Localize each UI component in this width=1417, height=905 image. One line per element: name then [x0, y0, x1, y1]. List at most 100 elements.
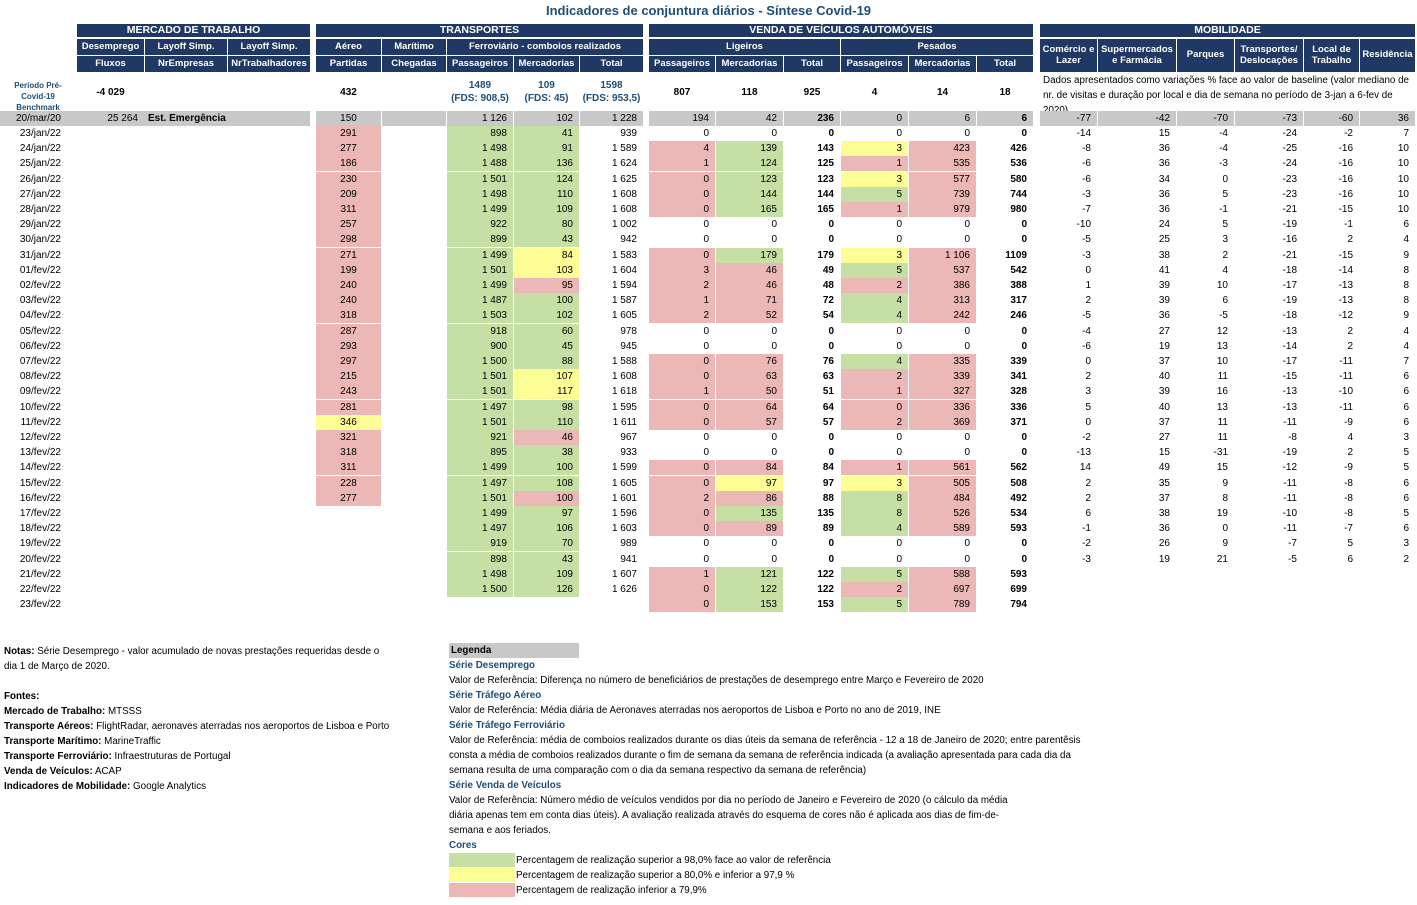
- emergency-mob-4: -73: [1235, 111, 1303, 126]
- benchmark-lig-merc: 118: [741, 86, 758, 98]
- cell-lig-passageiros: 0: [649, 354, 715, 369]
- legend-item-text: Valor de Referência: Média diária de Aer…: [449, 705, 941, 716]
- cell-fer-passageiros: 1 500: [447, 582, 513, 597]
- cell-mobility-6: 6: [1403, 492, 1409, 504]
- cell-lig-total: 122: [817, 568, 834, 580]
- cell-fer-mercadorias: 126: [514, 582, 579, 597]
- source-key: Transporte Aéreos:: [4, 721, 94, 732]
- cell-mobility-6: 7: [1403, 128, 1409, 139]
- cell-mobility-1: 0: [1085, 416, 1091, 428]
- cell-mobility-6: 9: [1403, 310, 1409, 322]
- legend-color-row: Percentagem de realização superior a 98,…: [449, 853, 1109, 868]
- cell-mobility-5: 2: [1347, 340, 1353, 352]
- cell-pes-total: 542: [1010, 264, 1027, 276]
- cell-pes-total: 328: [1010, 386, 1027, 398]
- cell-fer-mercadorias: 100: [514, 490, 579, 506]
- cell-lig-passageiros: 0: [703, 447, 709, 459]
- cell-mobility-5: 2: [1347, 447, 1353, 459]
- cell-lig-total: 0: [828, 553, 834, 565]
- cell-pes-mercadorias: 588: [909, 566, 976, 582]
- cell-mobility-1: 2: [1085, 492, 1091, 504]
- cell-aereo-partidas: 311: [316, 460, 381, 476]
- row-date: 09/fev/22: [19, 386, 61, 398]
- cell-lig-mercadorias: 46: [716, 278, 783, 293]
- cell-lig-mercadorias: 46: [716, 262, 783, 278]
- cell-lig-passageiros: 0: [649, 460, 715, 476]
- cell-pes-mercadorias: 0: [964, 128, 970, 139]
- cell-pes-total: 562: [1010, 462, 1027, 474]
- cell-pes-mercadorias: 242: [909, 308, 976, 324]
- cell-fer-total: 942: [620, 234, 637, 246]
- cell-fer-mercadorias: 97: [514, 506, 579, 521]
- cell-pes-passageiros: 0: [896, 234, 902, 246]
- cell-mobility-1: -3: [1082, 249, 1091, 261]
- cell-mobility-4: -18: [1282, 310, 1297, 322]
- cell-pes-passageiros: 0: [896, 219, 902, 231]
- cell-aereo-partidas: [316, 567, 381, 582]
- cell-aereo-partidas: 318: [316, 308, 381, 324]
- cell-mobility-5: -10: [1338, 386, 1353, 398]
- benchmark-desemprego: -4 029: [96, 86, 125, 98]
- cell-mobility-6: 6: [1403, 477, 1409, 489]
- cell-fer-mercadorias: 136: [514, 156, 579, 172]
- cell-lig-passageiros: 2: [649, 490, 715, 506]
- legend-color-row: Percentagem de realização superior a 80,…: [449, 868, 1109, 883]
- header-aereo: Aéreo: [316, 39, 381, 55]
- cell-mobility-6: 8: [1403, 280, 1409, 291]
- cell-pes-total: 794: [1010, 599, 1027, 611]
- cell-pes-total: 744: [1010, 188, 1027, 200]
- cell-mobility-5: -11: [1339, 356, 1353, 367]
- cell-aereo-partidas: 277: [316, 141, 381, 157]
- cell-pes-passageiros: 0: [896, 447, 902, 459]
- cell-fer-total: 1 618: [611, 386, 637, 398]
- cell-pes-mercadorias: 423: [909, 141, 976, 157]
- cell-mobility-3: 19: [1216, 508, 1228, 519]
- cell-mobility-4: -11: [1283, 416, 1297, 428]
- header-ferroviario: Ferroviário - comboios realizados: [447, 39, 643, 55]
- cell-lig-total: 125: [817, 158, 834, 170]
- cell-mobility-4: -23: [1282, 173, 1297, 185]
- cell-mobility-2: 26: [1158, 538, 1170, 550]
- cell-fer-mercadorias: 117: [514, 384, 579, 400]
- cell-mobility-2: 38: [1158, 508, 1170, 519]
- benchmark-fer-passageiros: 1489 (FDS: 908,5): [447, 78, 513, 106]
- cell-mobility-3: 8: [1222, 492, 1228, 504]
- color-swatch: [449, 853, 515, 868]
- cell-pes-mercadorias: 0: [964, 538, 970, 550]
- cell-lig-passageiros: 0: [649, 399, 715, 415]
- cell-lig-total: 97: [822, 477, 834, 489]
- source-value: MarineTraffic: [101, 736, 161, 747]
- cell-mobility-1: 1: [1085, 280, 1091, 291]
- cell-lig-passageiros: 0: [703, 219, 709, 231]
- cell-aereo-partidas: 240: [316, 278, 381, 293]
- emergency-fer-pass: 1 126: [447, 111, 513, 126]
- cell-lig-mercadorias: 71: [716, 293, 783, 309]
- cell-fer-total: 1 588: [611, 356, 637, 367]
- row-date: 28/jan/22: [19, 204, 61, 215]
- cell-pes-passageiros: 4: [841, 521, 908, 537]
- cell-lig-total: 143: [817, 143, 834, 155]
- cell-mobility-4: -11: [1283, 492, 1297, 504]
- cell-mobility-1: -2: [1082, 538, 1091, 550]
- header-lig-total: Total: [784, 56, 840, 72]
- cell-fer-passageiros: 1 498: [447, 186, 513, 202]
- cell-fer-total: 1 587: [611, 295, 637, 307]
- cell-fer-mercadorias: 43: [514, 551, 579, 567]
- cell-pes-mercadorias: 589: [909, 521, 976, 537]
- row-date: 15/fev/22: [19, 477, 61, 489]
- cell-pes-passageiros: 2: [841, 414, 908, 430]
- group-header-transportes: TRANSPORTES: [316, 24, 643, 37]
- cell-fer-mercadorias: 46: [514, 430, 579, 445]
- legend-item-heading: Série Venda de Veículos: [449, 780, 562, 791]
- cell-lig-total: 57: [822, 416, 834, 428]
- cell-pes-passageiros: 1: [841, 384, 908, 400]
- cell-mobility-2: 15: [1158, 128, 1170, 139]
- source-item: Transporte Marítimo: MarineTraffic: [4, 734, 394, 749]
- cell-aereo-partidas: [316, 597, 381, 612]
- row-date: 10/fev/22: [19, 401, 61, 413]
- cell-pes-passageiros: 2: [841, 278, 908, 293]
- cell-mobility-6: 10: [1397, 204, 1409, 215]
- cell-mobility-5: -14: [1338, 264, 1353, 276]
- header-layoff-1: Layoff Simp.: [145, 39, 227, 55]
- cell-mobility-4: -14: [1282, 340, 1297, 352]
